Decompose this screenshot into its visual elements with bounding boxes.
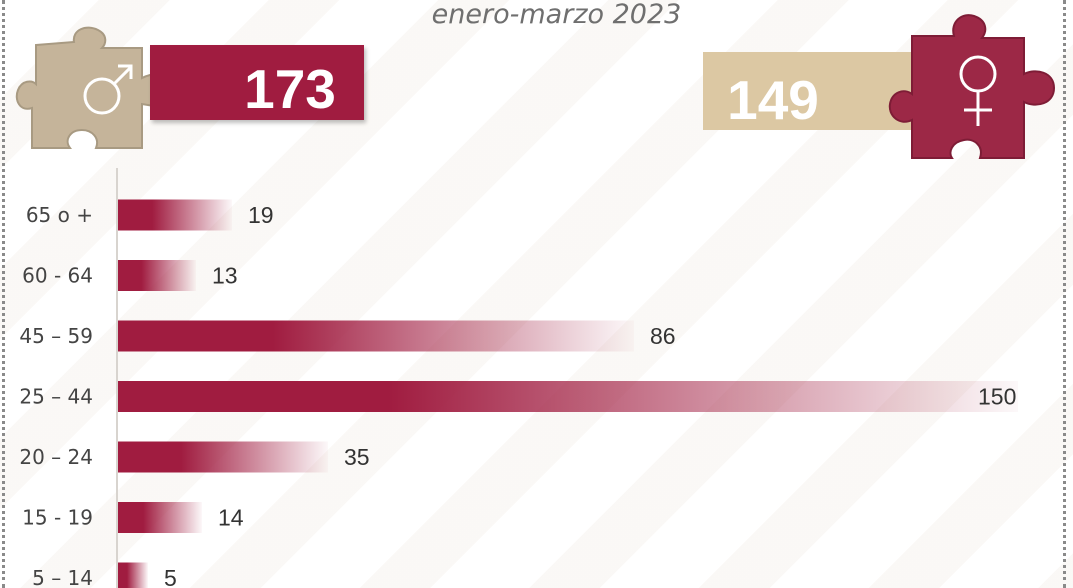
- data-label: 14: [218, 505, 244, 531]
- bar: [118, 260, 196, 291]
- female-total-box: [703, 52, 913, 130]
- male-total: 173: [244, 58, 336, 120]
- category-label: 60 - 64: [22, 264, 93, 288]
- category-label: 5 – 14: [32, 566, 93, 588]
- male-puzzle-icon: [15, 26, 181, 149]
- right-dotted-border: [1063, 0, 1066, 588]
- bar: [118, 562, 148, 588]
- male-total-box: [150, 45, 364, 120]
- data-label: 150: [978, 384, 1016, 410]
- category-label: 65 o +: [26, 203, 93, 227]
- left-dotted-border: [2, 0, 5, 588]
- bar: [118, 320, 634, 352]
- data-label: 5: [164, 565, 177, 588]
- data-label: 86: [650, 323, 676, 349]
- chart-axis: [116, 168, 118, 588]
- data-label: 19: [248, 202, 274, 228]
- female-symbol-icon: [959, 55, 997, 126]
- category-label: 20 – 24: [19, 445, 93, 469]
- data-label: 35: [344, 444, 370, 470]
- chart-subtitle: enero-marzo 2023: [431, 0, 682, 30]
- male-symbol-icon: [83, 64, 133, 115]
- female-puzzle-icon: [888, 14, 1056, 159]
- category-label: 45 – 59: [19, 324, 93, 348]
- category-label: 25 – 44: [19, 385, 93, 409]
- bar: [118, 381, 1018, 412]
- bar: [118, 199, 232, 231]
- female-total: 149: [727, 69, 819, 131]
- bar: [118, 502, 202, 533]
- bar: [118, 441, 328, 473]
- category-label: 15 - 19: [22, 506, 93, 530]
- data-label: 13: [212, 263, 238, 289]
